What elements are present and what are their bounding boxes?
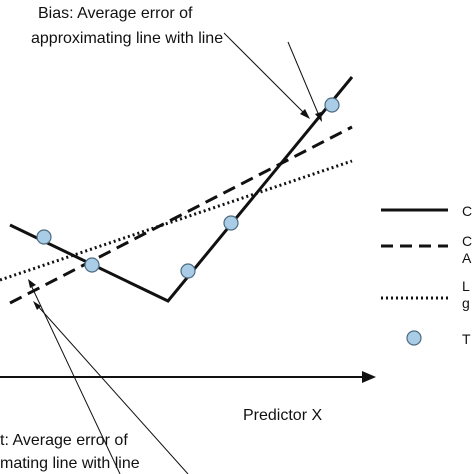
marker [180,263,196,279]
markers [36,97,340,279]
bias-top-line2: approximating line with line [31,30,223,47]
bias-bottom-line1: t: Average error of [0,432,128,449]
bottom-annotation-arrows [28,279,189,474]
solid-piecewise-line [9,76,354,303]
top-annotation-arrows [223,32,322,122]
dotted-line [0,159,353,282]
legend-marker-swatch [406,330,422,346]
marker [324,97,340,113]
legend-dashed-label-1: C [462,233,472,249]
dashed-line [9,125,353,305]
marker [84,257,100,273]
legend-dashed-label-2: A [462,250,472,266]
legend-dotted-label-2: g [462,295,470,311]
marker [223,215,239,231]
legend-dotted-label-1: L [462,278,470,294]
legend: C C A L g T [381,203,472,347]
bias-bottom-line2: mating line with line [0,455,140,472]
legend-marker-label: T [462,331,471,347]
marker [36,229,52,245]
x-axis [0,371,376,383]
bias-top-line1: Bias: Average error of [38,5,193,22]
legend-solid-label: C [462,203,472,219]
x-axis-label: Predictor X [243,407,322,424]
